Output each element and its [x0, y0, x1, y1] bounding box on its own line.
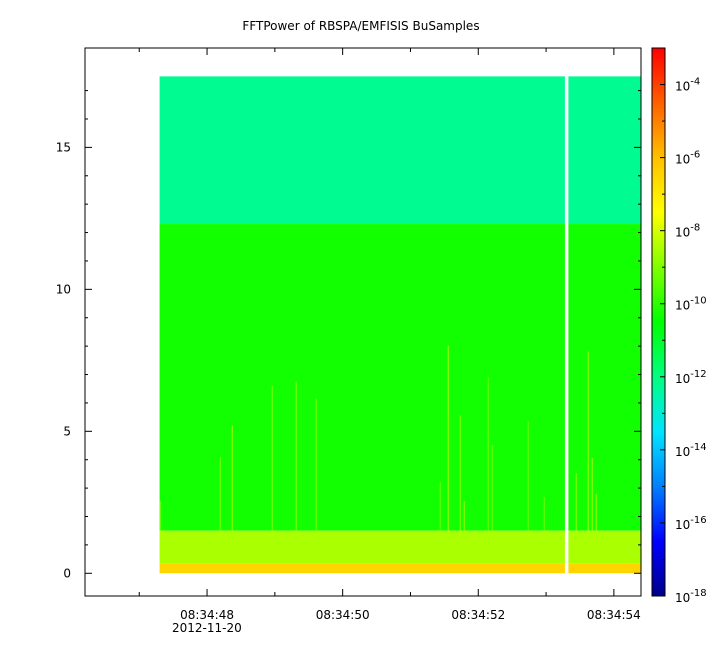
- power-band-0: [159, 76, 641, 225]
- colorbar-tick-label: 10-12: [675, 369, 707, 386]
- data-gap: [564, 76, 569, 574]
- colorbar-tick-exp: -10: [690, 296, 706, 307]
- colorbar-tick-base: 10: [675, 445, 690, 459]
- power-streak: [295, 381, 298, 531]
- power-band-2: [159, 530, 641, 564]
- colorbar-tick-label: 10-4: [675, 77, 700, 94]
- colorbar-tick-exp: -6: [690, 150, 700, 161]
- power-band-1: [159, 224, 641, 531]
- power-streak: [231, 425, 234, 531]
- colorbar-tick-base: 10: [675, 80, 690, 94]
- power-band-fill: [159, 530, 641, 564]
- x-tick-label: 08:34:48: [180, 608, 234, 622]
- power-streak: [595, 493, 598, 531]
- power-band-3: [159, 563, 641, 574]
- power-streak: [159, 500, 162, 531]
- x-axis: 08:34:48 08:34:50 08:34:52 08:34:54: [138, 48, 641, 622]
- y-tick-label: 5: [63, 424, 71, 438]
- power-streak: [271, 386, 274, 531]
- x-tick-label: 08:34:52: [451, 608, 505, 622]
- power-streak: [487, 377, 490, 531]
- colorbar-tick-exp: -14: [690, 442, 706, 453]
- power-streak: [219, 457, 222, 531]
- y-tick-label: 10: [56, 282, 71, 296]
- colorbar-tick-label: 10-10: [675, 296, 707, 313]
- colorbar-scale: [651, 47, 666, 597]
- power-streak: [543, 496, 546, 531]
- power-streak: [447, 345, 450, 531]
- colorbar-tick-label: 10-8: [675, 223, 700, 240]
- power-streak: [459, 415, 462, 531]
- colorbar-tick-label: 10-16: [675, 515, 707, 532]
- power-streak: [463, 500, 466, 531]
- y-axis: 0 5 10 15: [56, 90, 641, 580]
- plot-frame: [84, 47, 642, 597]
- power-streak: [491, 444, 494, 531]
- x-axis-date-label: 2012-11-20: [172, 621, 242, 635]
- colorbar-tick-exp: -12: [690, 369, 706, 380]
- colorbar-tick-exp: -18: [690, 588, 706, 599]
- colorbar-tick-base: 10: [675, 518, 690, 532]
- power-streak: [527, 421, 530, 531]
- power-band-fill: [159, 224, 641, 531]
- power-band-fill: [159, 563, 641, 574]
- colorbar-tick-base: 10: [675, 591, 690, 605]
- colorbar-tick-exp: -16: [690, 515, 706, 526]
- power-streak: [315, 398, 318, 531]
- colorbar-tick-exp: -4: [690, 77, 700, 88]
- colorbar-tick-base: 10: [675, 372, 690, 386]
- colorbar-tick-base: 10: [675, 153, 690, 167]
- colorbar-tick-exp: -8: [690, 223, 700, 234]
- power-band-fill: [159, 76, 641, 225]
- colorbar-tick-label: 10-18: [675, 588, 707, 605]
- power-streak: [587, 351, 590, 531]
- power-streak: [439, 482, 442, 531]
- chart-title: FFTPower of RBSPA/EMFISIS BuSamples: [242, 19, 479, 33]
- heatmap-cells: [159, 76, 641, 574]
- colorbar-tick-label: 10-14: [675, 442, 707, 459]
- y-tick-label: 0: [63, 566, 71, 580]
- x-tick-label: 08:34:54: [587, 608, 641, 622]
- colorbar-tick-base: 10: [675, 299, 690, 313]
- x-tick-label: 08:34:50: [316, 608, 370, 622]
- y-tick-label: 15: [56, 140, 71, 154]
- colorbar-tick-label: 10-6: [675, 150, 700, 167]
- power-streak: [575, 472, 578, 531]
- power-streak: [591, 457, 594, 531]
- colorbar-tick-base: 10: [675, 226, 690, 240]
